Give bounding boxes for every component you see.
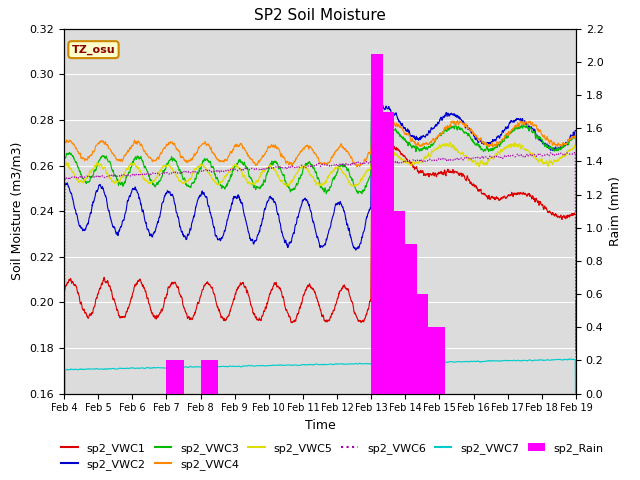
sp2_VWC2 [203, 194, 211, 200]
sp2_VWC4 [468, 130, 476, 136]
Line: sp2_VWC7: sp2_VWC7 [64, 359, 576, 480]
Y-axis label: Raim (mm): Raim (mm) [609, 176, 622, 246]
X-axis label: Time: Time [305, 419, 335, 432]
sp2_VWC4 [454, 118, 461, 123]
sp2_VWC3 [368, 78, 376, 84]
Legend: sp2_VWC1, sp2_VWC2, sp2_VWC3, sp2_VWC4, sp2_VWC5, sp2_VWC6, sp2_VWC7, sp2_Rain: sp2_VWC1, sp2_VWC2, sp2_VWC3, sp2_VWC4, … [57, 438, 608, 474]
sp2_VWC3 [527, 126, 535, 132]
sp2_VWC5 [541, 160, 549, 166]
sp2_VWC3 [203, 157, 211, 163]
sp2_VWC5 [527, 151, 535, 156]
sp2_VWC6 [541, 152, 548, 157]
Text: TZ_osu: TZ_osu [72, 45, 115, 55]
Title: SP2 Soil Moisture: SP2 Soil Moisture [254, 9, 386, 24]
sp2_VWC3 [541, 143, 549, 148]
sp2_VWC5 [468, 158, 476, 164]
sp2_VWC2 [335, 200, 342, 205]
sp2_VWC4 [541, 136, 549, 142]
sp2_VWC4 [346, 152, 353, 158]
sp2_VWC1 [541, 204, 549, 210]
sp2_VWC5 [572, 297, 580, 303]
Line: sp2_VWC2: sp2_VWC2 [64, 69, 576, 471]
sp2_VWC4 [335, 146, 342, 152]
sp2_VWC7 [346, 361, 353, 367]
sp2_VWC3 [346, 172, 353, 178]
sp2_VWC6 [527, 152, 534, 158]
sp2_VWC5 [335, 165, 342, 171]
sp2_VWC7 [335, 361, 342, 367]
sp2_VWC6 [346, 162, 353, 168]
sp2_VWC1 [346, 292, 353, 298]
sp2_VWC7 [468, 359, 476, 364]
sp2_VWC6 [60, 465, 68, 471]
sp2_VWC6 [335, 163, 342, 168]
sp2_VWC5 [446, 139, 454, 145]
sp2_VWC1 [527, 193, 535, 199]
sp2_VWC2 [572, 286, 580, 291]
Y-axis label: Soil Moisture (m3/m3): Soil Moisture (m3/m3) [11, 142, 24, 280]
sp2_VWC1 [572, 348, 580, 354]
sp2_VWC2 [346, 228, 353, 233]
sp2_VWC1 [370, 136, 378, 142]
sp2_VWC1 [203, 280, 211, 286]
sp2_VWC7 [527, 357, 534, 363]
sp2_VWC3 [468, 138, 476, 144]
sp2_VWC2 [541, 141, 549, 146]
sp2_VWC7 [541, 357, 548, 363]
sp2_VWC2 [527, 124, 535, 130]
sp2_VWC2 [468, 129, 476, 135]
sp2_VWC3 [572, 288, 580, 294]
sp2_VWC7 [203, 363, 211, 369]
Line: sp2_VWC4: sp2_VWC4 [64, 120, 576, 451]
sp2_VWC4 [203, 142, 211, 147]
sp2_VWC4 [572, 285, 580, 291]
Line: sp2_VWC5: sp2_VWC5 [64, 142, 576, 461]
sp2_VWC6 [572, 377, 580, 383]
sp2_VWC6 [468, 156, 476, 162]
sp2_VWC4 [60, 448, 68, 454]
sp2_VWC6 [571, 150, 579, 156]
Line: sp2_VWC3: sp2_VWC3 [64, 81, 576, 459]
sp2_VWC5 [60, 458, 68, 464]
sp2_VWC3 [335, 165, 342, 171]
sp2_VWC4 [527, 121, 535, 127]
sp2_VWC3 [60, 456, 68, 462]
sp2_VWC5 [346, 180, 353, 186]
sp2_VWC7 [566, 356, 573, 362]
sp2_VWC6 [203, 167, 211, 173]
sp2_VWC1 [468, 183, 476, 189]
sp2_VWC2 [60, 468, 68, 474]
sp2_VWC2 [368, 66, 376, 72]
sp2_VWC1 [335, 294, 342, 300]
Line: sp2_VWC1: sp2_VWC1 [64, 139, 576, 480]
Line: sp2_VWC6: sp2_VWC6 [64, 153, 576, 468]
sp2_VWC5 [203, 168, 211, 174]
